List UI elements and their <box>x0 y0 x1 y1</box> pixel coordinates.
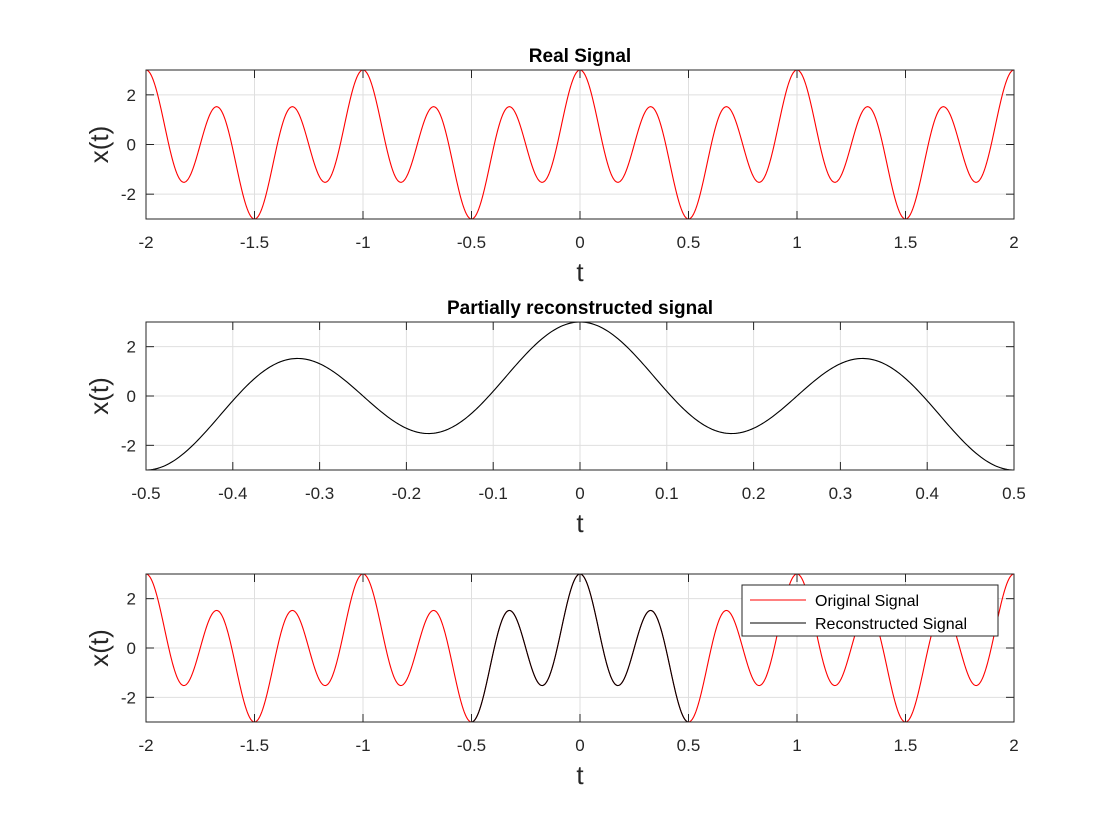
x-tick-label: 0 <box>575 484 584 503</box>
y-axis-label: x(t) <box>84 126 114 164</box>
x-tick-label: 0 <box>575 233 584 252</box>
y-tick-label: 0 <box>127 639 136 658</box>
subplot-3: -2 -1.5 -1 -0.5 0 0.5 1 1.5 2 -2 0 2 t x(t) Original S… <box>84 573 1019 790</box>
chart-title: Partially reconstructed signal <box>447 298 713 319</box>
x-tick-label: 0.5 <box>677 233 701 252</box>
y-axis-label: x(t) <box>84 629 114 667</box>
subplot-2: -0.5 -0.4 -0.3 -0.2 -0.1 0 0.1 0.2 0.3 0.4 0.5 -2 0 2… <box>84 298 1026 538</box>
x-tick-label: 0 <box>575 736 584 755</box>
x-tick-label: -2 <box>138 736 153 755</box>
legend-label-2: Reconstructed Signal <box>815 616 967 633</box>
legend-label-1: Original Signal <box>815 593 919 610</box>
x-tick-label: -0.3 <box>305 484 334 503</box>
x-tick-label: -0.5 <box>457 736 486 755</box>
y-tick-label: 2 <box>127 590 136 609</box>
x-tick-label: -0.5 <box>457 233 486 252</box>
x-tick-label: -0.2 <box>392 484 421 503</box>
x-tick-label: 0.5 <box>677 736 701 755</box>
x-tick-label: 1 <box>792 736 801 755</box>
x-axis-label: t <box>576 760 584 790</box>
x-tick-label: 0.2 <box>742 484 766 503</box>
x-tick-label: 2 <box>1009 233 1018 252</box>
y-tick-label: -2 <box>121 185 136 204</box>
x-tick-label: -2 <box>138 233 153 252</box>
x-tick-label: -1.5 <box>240 233 269 252</box>
x-tick-label: 1.5 <box>894 233 918 252</box>
y-tick-label: 2 <box>127 338 136 357</box>
x-tick-label: -1 <box>355 233 370 252</box>
x-tick-label: -0.1 <box>479 484 508 503</box>
y-tick-label: 0 <box>127 136 136 155</box>
x-tick-label: -1 <box>355 736 370 755</box>
legend-box <box>741 584 999 637</box>
x-tick-label: 0.1 <box>655 484 679 503</box>
y-tick-label: -2 <box>121 688 136 707</box>
subplot-1: -2 -1.5 -1 -0.5 0 0.5 1 1.5 2 -2 0 2 Real Signal t x(t… <box>84 46 1019 287</box>
y-tick-label: 0 <box>127 387 136 406</box>
x-tick-label: 1.5 <box>894 736 918 755</box>
x-tick-label: -0.4 <box>218 484 247 503</box>
x-tick-label: 0.4 <box>915 484 939 503</box>
x-tick-label: 0.5 <box>1002 484 1026 503</box>
y-tick-label: -2 <box>121 436 136 455</box>
x-tick-label: -0.5 <box>131 484 160 503</box>
x-tick-label: 0.3 <box>829 484 853 503</box>
x-tick-label: 2 <box>1009 736 1018 755</box>
y-tick-label: 2 <box>127 86 136 105</box>
x-tick-label: 1 <box>792 233 801 252</box>
x-axis-label: t <box>576 508 584 538</box>
x-axis-label: t <box>576 257 584 287</box>
x-tick-label: -1.5 <box>240 736 269 755</box>
legend: Original Signal Reconstructed Signal <box>741 584 999 637</box>
y-axis-label: x(t) <box>84 377 114 415</box>
chart-title: Real Signal <box>529 46 631 67</box>
